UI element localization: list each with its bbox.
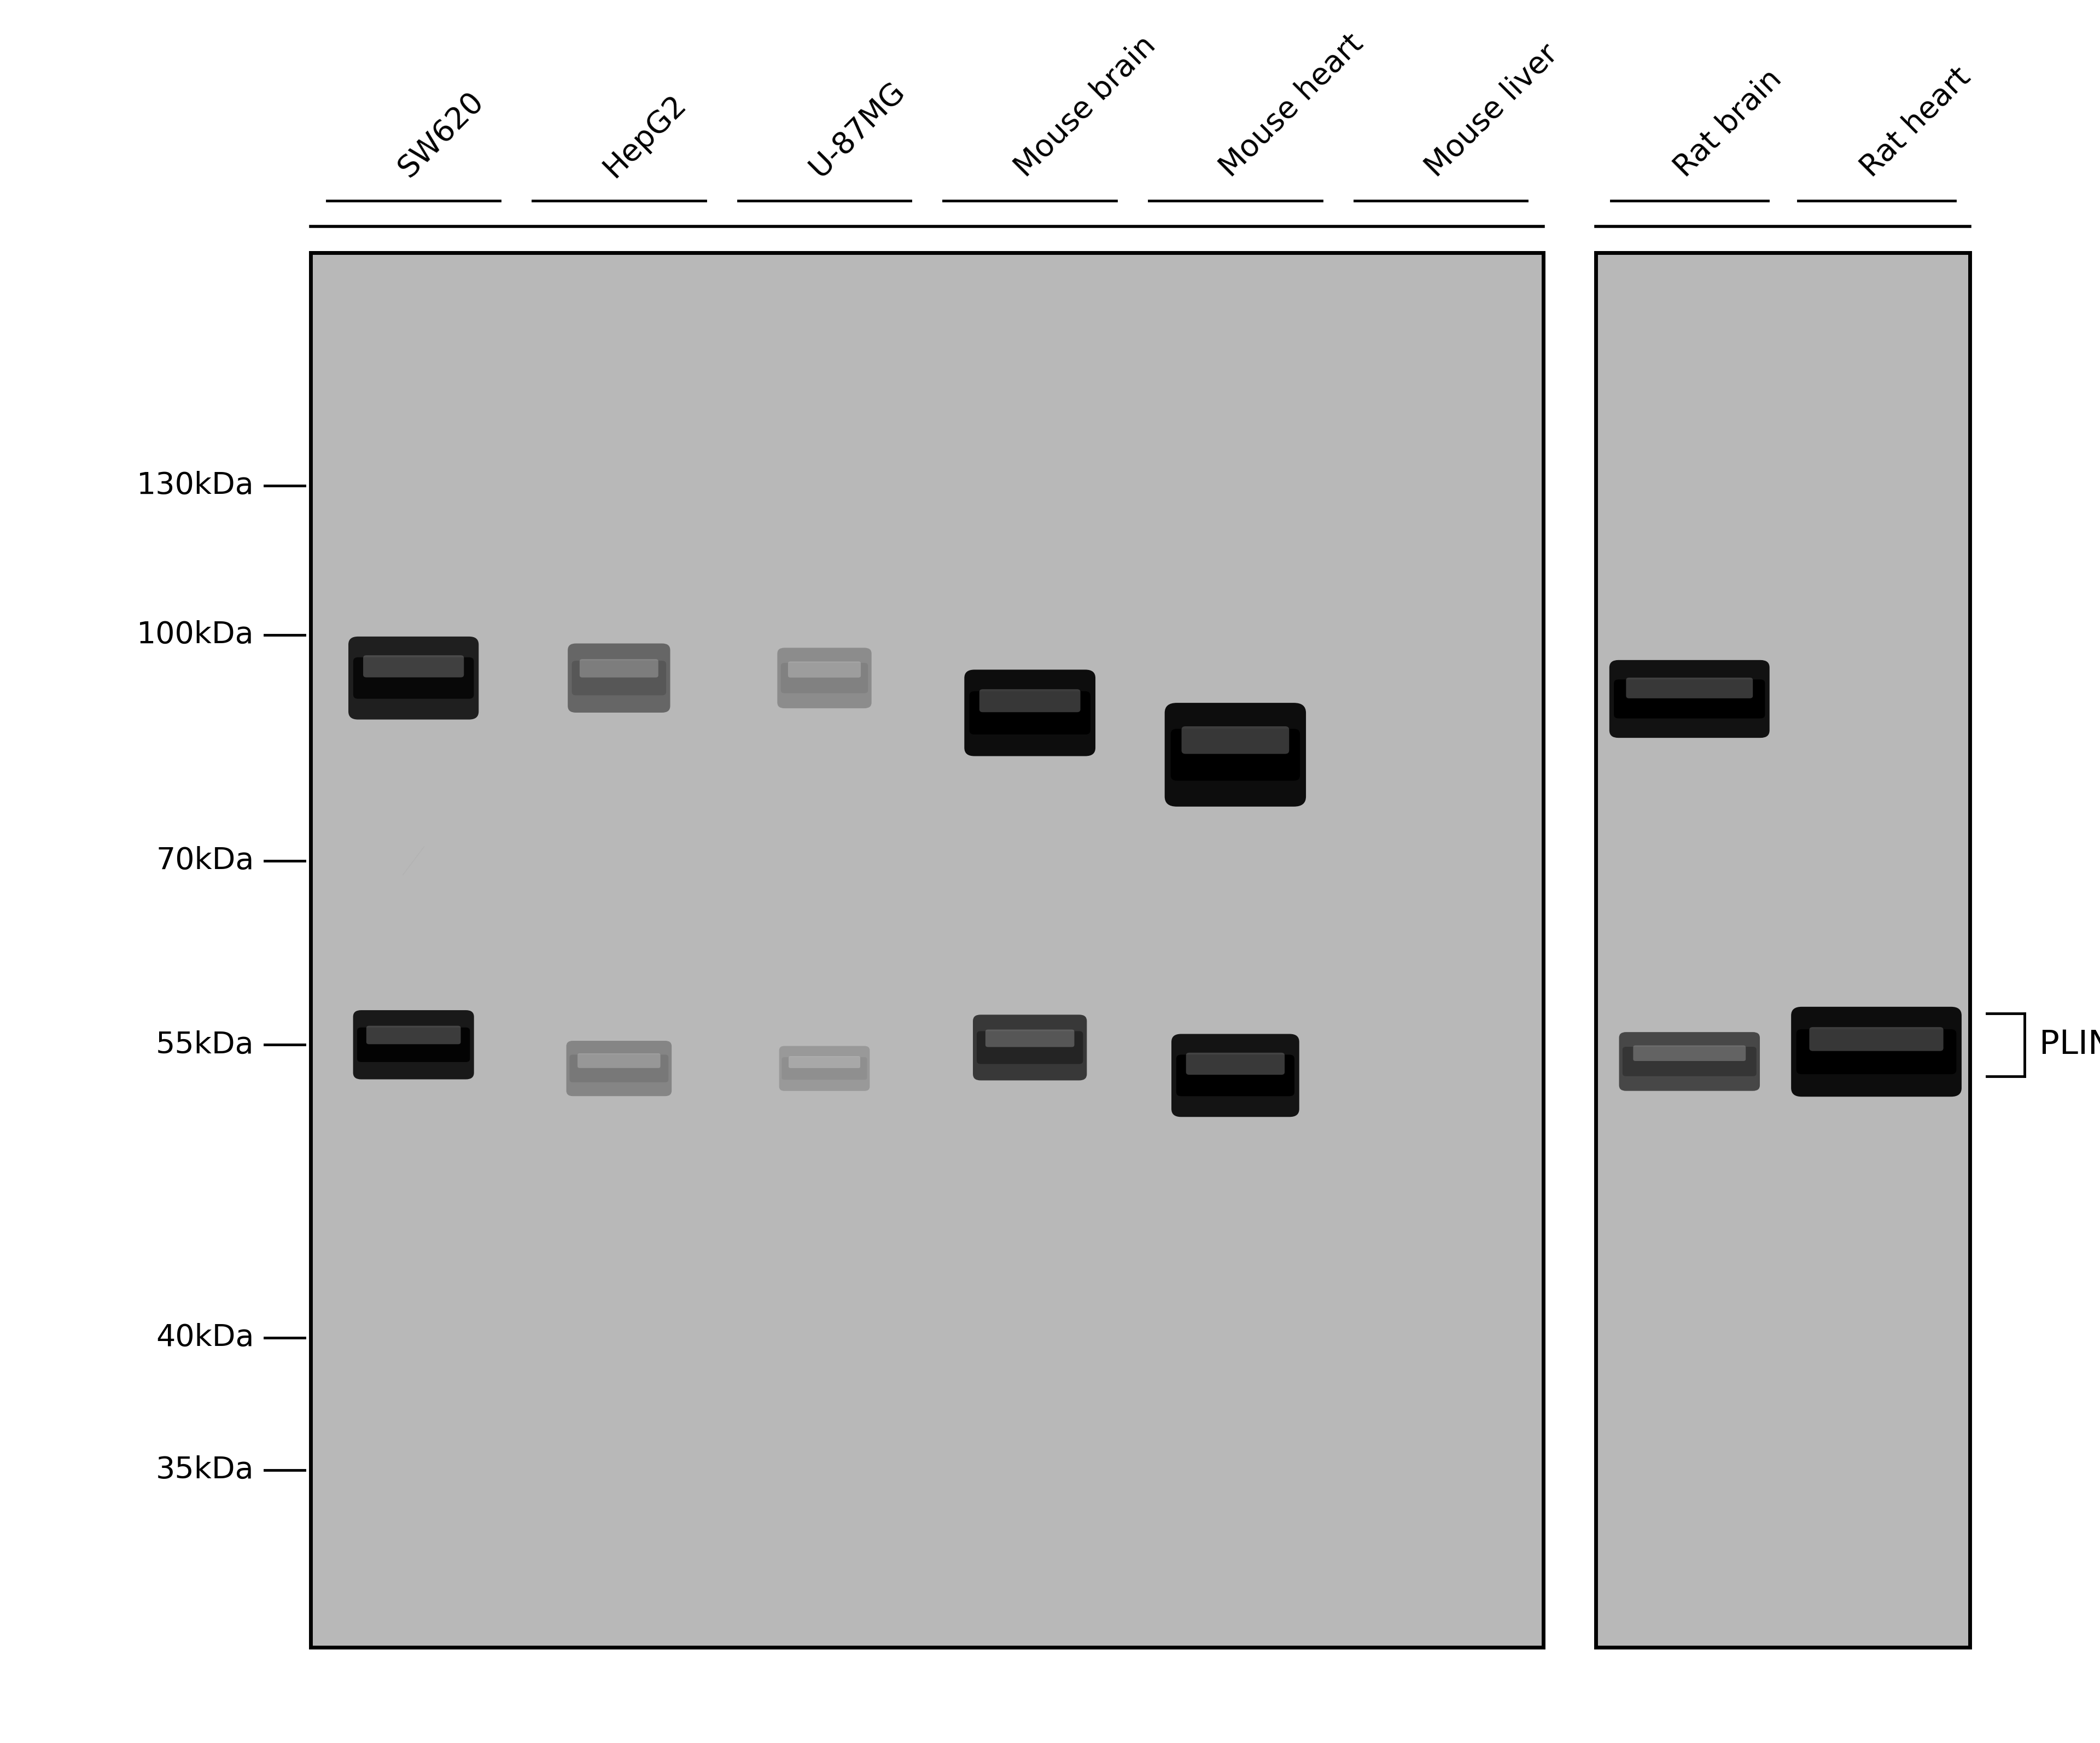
Text: SW620: SW620: [393, 87, 489, 183]
FancyBboxPatch shape: [1796, 1030, 1957, 1074]
Text: Mouse liver: Mouse liver: [1420, 38, 1564, 183]
Text: 55kDa: 55kDa: [155, 1030, 254, 1060]
FancyBboxPatch shape: [567, 643, 670, 713]
Text: Rat heart: Rat heart: [1856, 63, 1976, 183]
FancyBboxPatch shape: [779, 1046, 869, 1091]
FancyBboxPatch shape: [964, 669, 1096, 756]
Text: HepG2: HepG2: [598, 89, 693, 183]
FancyBboxPatch shape: [353, 657, 475, 699]
FancyBboxPatch shape: [1176, 1055, 1294, 1096]
FancyBboxPatch shape: [365, 1027, 460, 1044]
FancyBboxPatch shape: [777, 648, 872, 708]
FancyBboxPatch shape: [977, 1032, 1084, 1063]
Text: Mouse heart: Mouse heart: [1214, 28, 1369, 183]
FancyBboxPatch shape: [580, 659, 657, 678]
FancyBboxPatch shape: [1609, 661, 1770, 737]
Bar: [1596, 253, 1970, 1647]
Text: 100kDa: 100kDa: [136, 621, 254, 650]
FancyBboxPatch shape: [781, 662, 867, 694]
FancyBboxPatch shape: [567, 1041, 672, 1096]
FancyBboxPatch shape: [1166, 702, 1306, 807]
FancyBboxPatch shape: [985, 1030, 1075, 1048]
FancyBboxPatch shape: [353, 1011, 475, 1079]
FancyBboxPatch shape: [1791, 1007, 1961, 1096]
FancyBboxPatch shape: [1634, 1046, 1745, 1061]
FancyBboxPatch shape: [788, 661, 861, 678]
FancyBboxPatch shape: [1623, 1048, 1756, 1075]
Text: Rat brain: Rat brain: [1670, 64, 1787, 183]
FancyBboxPatch shape: [979, 688, 1079, 713]
FancyBboxPatch shape: [1625, 678, 1753, 699]
FancyBboxPatch shape: [578, 1053, 659, 1068]
FancyBboxPatch shape: [1615, 680, 1764, 718]
FancyBboxPatch shape: [1170, 729, 1300, 781]
FancyBboxPatch shape: [1182, 727, 1289, 755]
FancyBboxPatch shape: [1619, 1032, 1760, 1091]
Text: 40kDa: 40kDa: [155, 1323, 254, 1353]
FancyBboxPatch shape: [790, 1056, 861, 1068]
FancyBboxPatch shape: [357, 1027, 470, 1061]
FancyBboxPatch shape: [1186, 1053, 1285, 1075]
FancyBboxPatch shape: [972, 1014, 1088, 1081]
Text: 70kDa: 70kDa: [155, 845, 254, 875]
FancyBboxPatch shape: [970, 692, 1090, 734]
Bar: [311, 253, 1543, 1647]
FancyBboxPatch shape: [349, 636, 479, 720]
FancyBboxPatch shape: [1172, 1034, 1300, 1117]
Text: 35kDa: 35kDa: [155, 1455, 254, 1485]
FancyBboxPatch shape: [781, 1058, 867, 1079]
FancyBboxPatch shape: [569, 1055, 668, 1082]
FancyBboxPatch shape: [1810, 1027, 1942, 1051]
FancyBboxPatch shape: [571, 661, 666, 695]
FancyBboxPatch shape: [363, 655, 464, 678]
Text: PLIN2: PLIN2: [2039, 1028, 2100, 1061]
Text: U-87MG: U-87MG: [804, 77, 911, 183]
Text: 130kDa: 130kDa: [136, 471, 254, 500]
Text: Mouse brain: Mouse brain: [1008, 31, 1161, 183]
